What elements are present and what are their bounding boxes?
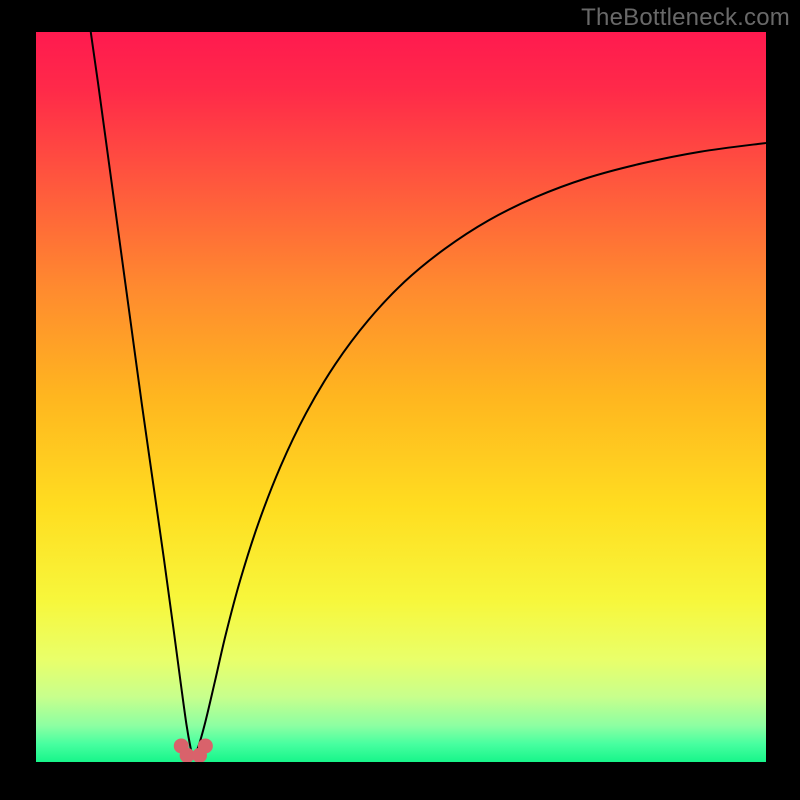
gradient-background — [36, 32, 766, 762]
chart-container: TheBottleneck.com — [0, 0, 800, 800]
bottom-marker-dot — [198, 738, 213, 753]
plot-svg — [36, 32, 766, 762]
watermark-text: TheBottleneck.com — [581, 4, 790, 32]
